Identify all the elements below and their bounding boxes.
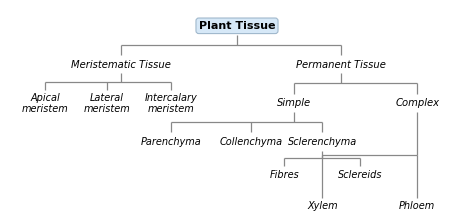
Text: Fibres: Fibres [270,170,299,180]
Text: Phloem: Phloem [399,201,435,211]
Text: Lateral
meristem: Lateral meristem [83,93,130,114]
Text: Xylem: Xylem [307,201,337,211]
Text: Sclerenchyma: Sclerenchyma [288,137,357,147]
Text: Complex: Complex [395,98,439,108]
Text: Sclereids: Sclereids [338,170,383,180]
Text: Permanent Tissue: Permanent Tissue [296,60,386,69]
Text: Plant Tissue: Plant Tissue [199,21,275,31]
Text: Collenchyma: Collenchyma [219,137,283,147]
Text: Simple: Simple [277,98,311,108]
Text: Intercalary
meristem: Intercalary meristem [144,93,197,114]
Text: Apical
meristem: Apical meristem [22,93,68,114]
Text: Parenchyma: Parenchyma [140,137,201,147]
Text: Meristematic Tissue: Meristematic Tissue [71,60,171,69]
